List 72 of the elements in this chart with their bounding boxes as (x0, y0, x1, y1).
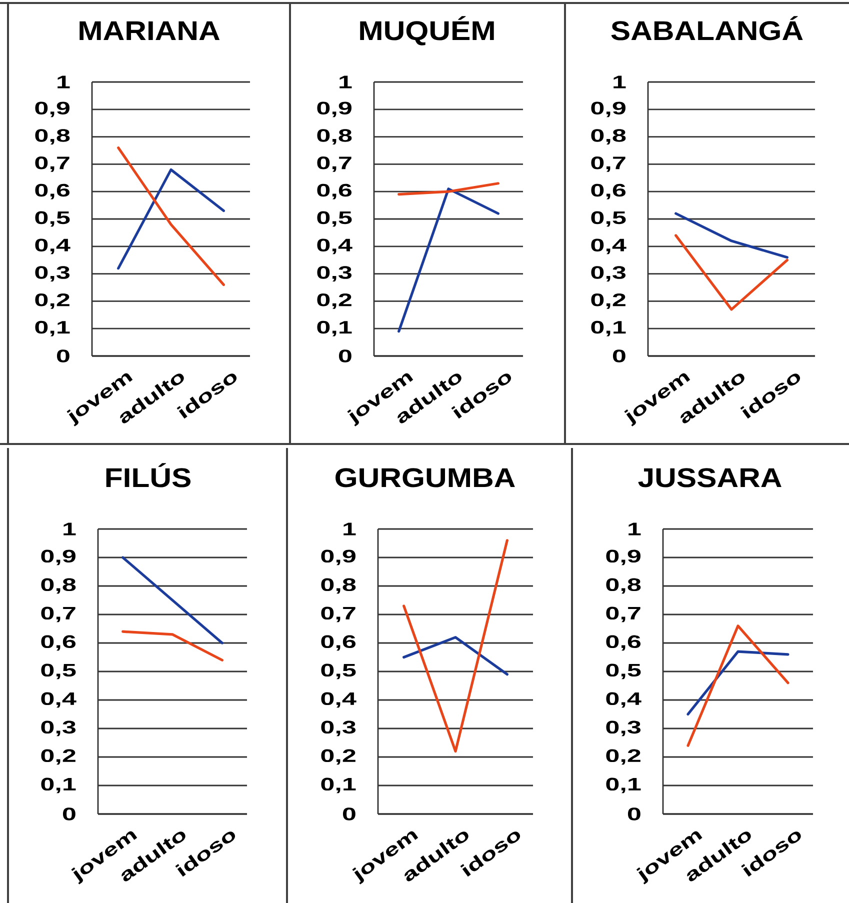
chart-title: MUQUÉM (360, 16, 494, 46)
y-tick-label: 0,5 (35, 211, 70, 227)
y-tick-label: 0,3 (35, 266, 70, 282)
y-tick-label: 0,2 (317, 294, 352, 309)
y-tick-label: 0,9 (591, 102, 626, 118)
y-tick-label: 0,5 (321, 664, 356, 680)
y-tick-label: 0,7 (321, 606, 356, 622)
y-tick-label: 0,9 (317, 102, 352, 118)
y-tick-label: 0,7 (317, 156, 352, 172)
y-tick-label: 0,3 (591, 266, 626, 282)
y-tick-label: 0,4 (317, 238, 352, 254)
y-tick-label: 0,4 (41, 692, 76, 708)
y-tick-label: 0,8 (606, 578, 641, 594)
y-tick-label: 0,2 (591, 294, 626, 309)
y-tick-label: 0,5 (41, 664, 76, 680)
y-tick-label: 1 (344, 522, 356, 536)
y-tick-label: 0,2 (35, 294, 70, 309)
y-tick-label: 0,6 (35, 184, 70, 200)
y-tick-label: 0,2 (321, 749, 356, 765)
y-tick-label: 0,3 (321, 720, 356, 736)
y-tick-label: 0,8 (321, 578, 356, 594)
y-tick-label: 0,7 (591, 156, 626, 172)
y-tick-label: 0,6 (41, 635, 76, 651)
y-tick-label: 0,6 (321, 635, 356, 651)
y-tick-label: 0,8 (591, 129, 626, 144)
y-tick-label: 0,4 (606, 692, 642, 708)
y-tick-label: 0,2 (606, 749, 640, 765)
chart-title: SABALANGÁ (611, 16, 803, 40)
y-tick-label: 0,7 (41, 606, 76, 622)
y-tick-label: 0,1 (317, 320, 352, 336)
y-tick-label: 0,2 (41, 749, 76, 765)
y-tick-label: 1 (628, 522, 641, 536)
y-tick-label: 0,4 (35, 238, 70, 254)
y-tick-label: 0,9 (321, 550, 356, 566)
y-tick-label: 0,8 (317, 129, 352, 144)
y-tick-label: 0,6 (606, 635, 641, 651)
y-tick-label: 0,3 (606, 720, 641, 736)
y-tick-label: 1 (58, 76, 70, 88)
y-tick-label: 0 (628, 808, 640, 820)
chart-title: MARIANA (80, 21, 220, 40)
y-tick-label: 0,1 (591, 320, 626, 336)
y-tick-label: 0,7 (35, 156, 70, 172)
y-tick-label: 0,9 (606, 550, 640, 566)
y-tick-label: 0,9 (35, 102, 70, 118)
y-tick-label: 0,8 (41, 578, 76, 594)
y-tick-label: 0 (62, 808, 76, 820)
y-tick-label: 0,9 (41, 550, 76, 566)
y-tick-label: 0,1 (321, 778, 356, 794)
y-tick-label: 0,5 (606, 664, 641, 680)
y-tick-label: 0,3 (41, 720, 76, 736)
y-tick-label: 0,7 (606, 606, 640, 622)
y-tick-label: 0 (342, 808, 356, 820)
y-tick-label: 1 (614, 76, 626, 88)
y-tick-label: 0,6 (317, 184, 352, 200)
y-tick-label: 0,4 (591, 238, 626, 254)
chart-title: FILÚS (106, 463, 191, 488)
y-tick-label: 0,5 (317, 211, 352, 227)
y-tick-label: 0,3 (317, 266, 352, 282)
y-tick-label: 0 (338, 350, 352, 362)
y-tick-label: 0,5 (591, 211, 626, 227)
y-tick-label: 1 (64, 522, 76, 536)
chart-title: GURGUMBA (336, 468, 515, 488)
y-tick-label: 0,4 (321, 692, 356, 708)
y-tick-label: 0,1 (41, 778, 76, 794)
y-tick-label: 0 (56, 350, 70, 362)
y-tick-label: 1 (340, 76, 352, 88)
y-tick-label: 0,6 (591, 184, 626, 200)
y-tick-label: 0,1 (35, 320, 70, 336)
y-tick-label: 0,8 (35, 129, 70, 144)
y-tick-label: 0,1 (606, 778, 641, 794)
chart-title: JUSSARA (638, 468, 782, 488)
y-tick-label: 0 (612, 350, 626, 362)
